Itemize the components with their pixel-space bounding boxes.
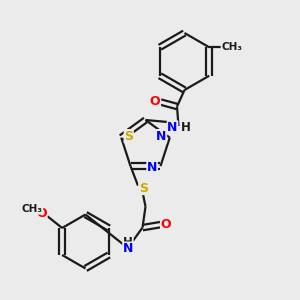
- Text: N: N: [123, 242, 133, 255]
- Text: CH₃: CH₃: [22, 204, 43, 214]
- Text: H: H: [123, 236, 133, 249]
- Text: O: O: [150, 95, 160, 108]
- Text: S: S: [124, 130, 133, 142]
- Text: N: N: [147, 161, 157, 174]
- Text: CH₃: CH₃: [221, 42, 242, 52]
- Text: O: O: [36, 207, 47, 220]
- Text: N: N: [167, 121, 178, 134]
- Text: O: O: [160, 218, 171, 230]
- Text: N: N: [156, 130, 167, 142]
- Text: H: H: [181, 121, 191, 134]
- Text: S: S: [139, 182, 148, 194]
